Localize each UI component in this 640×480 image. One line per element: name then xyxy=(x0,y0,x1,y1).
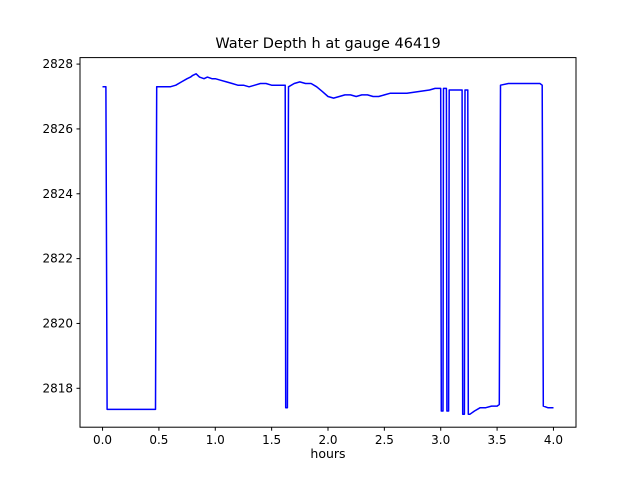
y-tick-label: 2824 xyxy=(42,187,73,201)
x-tick-label: 3.0 xyxy=(431,433,450,447)
chart-title: Water Depth h at gauge 46419 xyxy=(215,36,441,52)
x-tick-label: 1.0 xyxy=(206,433,225,447)
x-tick-label: 3.5 xyxy=(488,433,507,447)
y-tick-label: 2826 xyxy=(42,122,73,136)
axes-frame xyxy=(79,57,577,428)
x-tick-label: 2.0 xyxy=(318,433,337,447)
x-tick-label: 4.0 xyxy=(544,433,563,447)
y-tick-label: 2820 xyxy=(42,316,73,330)
x-axis-label: hours xyxy=(310,446,346,461)
x-tick-label: 2.5 xyxy=(375,433,394,447)
x-tick-label: 1.5 xyxy=(262,433,281,447)
y-tick-label: 2818 xyxy=(42,381,73,395)
y-tick-label: 2828 xyxy=(42,57,73,71)
y-tick-label: 2822 xyxy=(42,252,73,266)
x-tick-label: 0.5 xyxy=(149,433,168,447)
water-depth-line xyxy=(102,73,554,415)
x-tick-label: 0.0 xyxy=(93,433,112,447)
